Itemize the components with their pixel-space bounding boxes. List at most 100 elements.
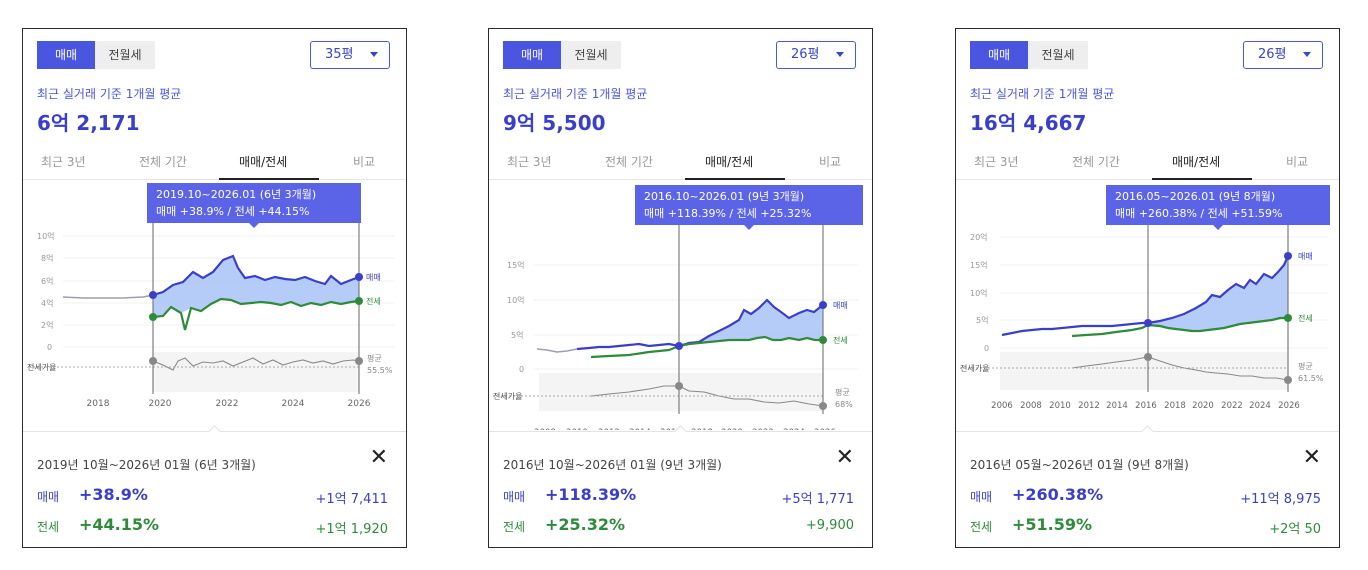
tab-sale-jeonse[interactable]: 매매/전세 — [1172, 155, 1221, 169]
avg-price: 6억 2,171 — [37, 111, 140, 135]
jeonse-start-point — [149, 313, 157, 321]
range-tooltip: 2016.10~2026.01 (9년 3개월) 매매 +118.39% / 전… — [635, 185, 863, 230]
tab-sale-jeonse[interactable]: 매매/전세 — [239, 155, 288, 169]
tab-all-period[interactable]: 전체 기간 — [139, 155, 187, 169]
close-icon[interactable]: ✕ — [835, 445, 854, 470]
close-icon[interactable]: ✕ — [1302, 445, 1321, 470]
y-tick: 8억 — [41, 253, 53, 263]
x-tick: 2012 — [598, 428, 620, 430]
tab-sale-jeonse[interactable]: 매매/전세 — [705, 155, 754, 169]
ratio-end-point — [819, 402, 827, 410]
y-tick: 5억 — [511, 330, 523, 340]
jeonse-row-amount: +9,900 — [805, 518, 854, 533]
period-tabs: 최근 3년 전체 기간 매매/전세 비교 — [956, 147, 1339, 180]
tab-sale[interactable]: 매매 — [970, 41, 1028, 69]
jeonse-row-label: 전세 — [37, 520, 60, 534]
tab-sale[interactable]: 매매 — [503, 41, 561, 69]
sale-jeonse-chart[interactable]: 10억 8억 6억 4억 2억 0 — [23, 180, 406, 430]
buy-start-point — [675, 342, 683, 350]
selected-period: 2019년 10월~2026년 01월 (6년 3개월) — [37, 458, 256, 472]
tooltip-change: 매매 +38.9% / 전세 +44.15% — [156, 205, 310, 218]
x-tick: 2022 — [216, 399, 239, 409]
tab-recent-3y[interactable]: 최근 3년 — [974, 155, 1019, 169]
size-select-value: 26평 — [1258, 47, 1287, 62]
tooltip-change: 매매 +260.38% / 전세 +51.59% — [1115, 207, 1283, 220]
tab-compare[interactable]: 비교 — [1286, 155, 1309, 169]
buy-row-amount: +11억 8,975 — [1240, 492, 1321, 507]
trade-type-toggle[interactable]: 매매 전월세 — [37, 41, 155, 69]
jeonse-row-label: 전세 — [970, 520, 993, 534]
price-subtitle: 최근 실거래 기준 1개월 평균 — [37, 87, 182, 101]
chevron-down-icon — [370, 52, 378, 57]
price-card-2: 매매 전월세 26평 최근 실거래 기준 1개월 평균 9억 5,500 최근 … — [488, 28, 873, 548]
y-tick: 5억 — [976, 315, 988, 325]
size-select-value: 26평 — [791, 47, 820, 62]
tab-compare[interactable]: 비교 — [819, 155, 842, 169]
size-select[interactable]: 26평 — [1243, 41, 1323, 69]
buy-end-point — [819, 301, 827, 309]
tab-recent-3y[interactable]: 최근 3년 — [41, 155, 86, 169]
tab-rent[interactable]: 전월세 — [561, 41, 621, 69]
period-tabs: 최근 3년 전체 기간 매매/전세 비교 — [23, 147, 406, 180]
x-tick: 2018 — [87, 399, 110, 409]
x-tick: 2026 — [1278, 401, 1300, 411]
range-tooltip: 2019.10~2026.01 (6년 3개월) 매매 +38.9% / 전세 … — [147, 183, 361, 228]
sale-jeonse-chart[interactable]: 15억 10억 5억 0 매매 전세 전세 — [489, 180, 872, 430]
size-select[interactable]: 35평 — [310, 41, 390, 69]
x-tick: 2014 — [629, 428, 651, 430]
tab-rent[interactable]: 전월세 — [95, 41, 155, 69]
price-subtitle: 최근 실거래 기준 1개월 평균 — [970, 87, 1115, 101]
ratio-start-point — [149, 357, 157, 365]
x-tick: 2020 — [149, 399, 172, 409]
x-tick: 2024 — [1249, 401, 1271, 411]
price-subtitle: 최근 실거래 기준 1개월 평균 — [503, 87, 648, 101]
jeonse-row-pct: +25.32% — [545, 515, 626, 534]
buy-row-pct: +118.39% — [545, 485, 637, 504]
y-tick: 4억 — [41, 298, 53, 308]
sale-jeonse-chart[interactable]: 20억 15억 10억 5억 0 매매 — [956, 180, 1339, 430]
tab-recent-3y[interactable]: 최근 3년 — [507, 155, 552, 169]
buy-row-pct: +260.38% — [1012, 485, 1104, 504]
tab-underline — [219, 178, 319, 180]
tab-all-period[interactable]: 전체 기간 — [1072, 155, 1120, 169]
tab-all-period[interactable]: 전체 기간 — [605, 155, 653, 169]
buy-row-label: 매매 — [970, 490, 993, 504]
jeonse-end-point — [819, 336, 827, 344]
y-tick: 10억 — [507, 295, 525, 305]
range-tooltip: 2016.05~2026.01 (9년 8개월) 매매 +260.38% / 전… — [1106, 185, 1330, 230]
buy-row-label: 매매 — [37, 490, 60, 504]
jeonse-end-point — [355, 297, 363, 305]
trade-type-toggle[interactable]: 매매 전월세 — [970, 41, 1088, 69]
x-tick: 2022 — [1221, 401, 1243, 411]
tab-compare[interactable]: 비교 — [353, 155, 376, 169]
period-tabs: 최근 3년 전체 기간 매매/전세 비교 — [489, 147, 872, 180]
ratio-avg-label: 평균 — [835, 387, 850, 397]
selected-period: 2016년 10월~2026년 01월 (9년 3개월) — [503, 458, 722, 472]
close-icon[interactable]: ✕ — [369, 445, 388, 470]
x-tick: 2018 — [1164, 401, 1186, 411]
ratio-avg-value: 55.5% — [367, 366, 393, 375]
x-tick: 2010 — [1049, 401, 1071, 411]
x-tick: 2014 — [1106, 401, 1128, 411]
tab-sale[interactable]: 매매 — [37, 41, 95, 69]
tooltip-range: 2016.05~2026.01 (9년 8개월) — [1115, 190, 1276, 203]
series-label-jeonse: 전세 — [833, 335, 848, 345]
series-label-buy: 매매 — [1298, 252, 1313, 261]
size-select-value: 35평 — [325, 47, 354, 62]
tooltip-change: 매매 +118.39% / 전세 +25.32% — [644, 207, 812, 220]
x-tick: 2006 — [991, 401, 1013, 411]
jeonse-row-pct: +51.59% — [1012, 515, 1093, 534]
trade-type-toggle[interactable]: 매매 전월세 — [503, 41, 621, 69]
series-label-buy: 매매 — [833, 301, 848, 310]
buy-end-point — [1284, 252, 1292, 260]
jeonse-row-pct: +44.15% — [79, 515, 160, 534]
x-tick: 2024 — [783, 428, 805, 430]
jeonse-end-point — [1284, 314, 1292, 322]
tab-rent[interactable]: 전월세 — [1028, 41, 1088, 69]
y-tick: 15억 — [970, 260, 988, 270]
ratio-end-point — [1284, 376, 1292, 384]
size-select[interactable]: 26평 — [776, 41, 856, 69]
y-tick: 15억 — [507, 260, 525, 270]
x-tick: 2026 — [814, 428, 836, 430]
ratio-label: 전세가율 — [27, 362, 56, 372]
